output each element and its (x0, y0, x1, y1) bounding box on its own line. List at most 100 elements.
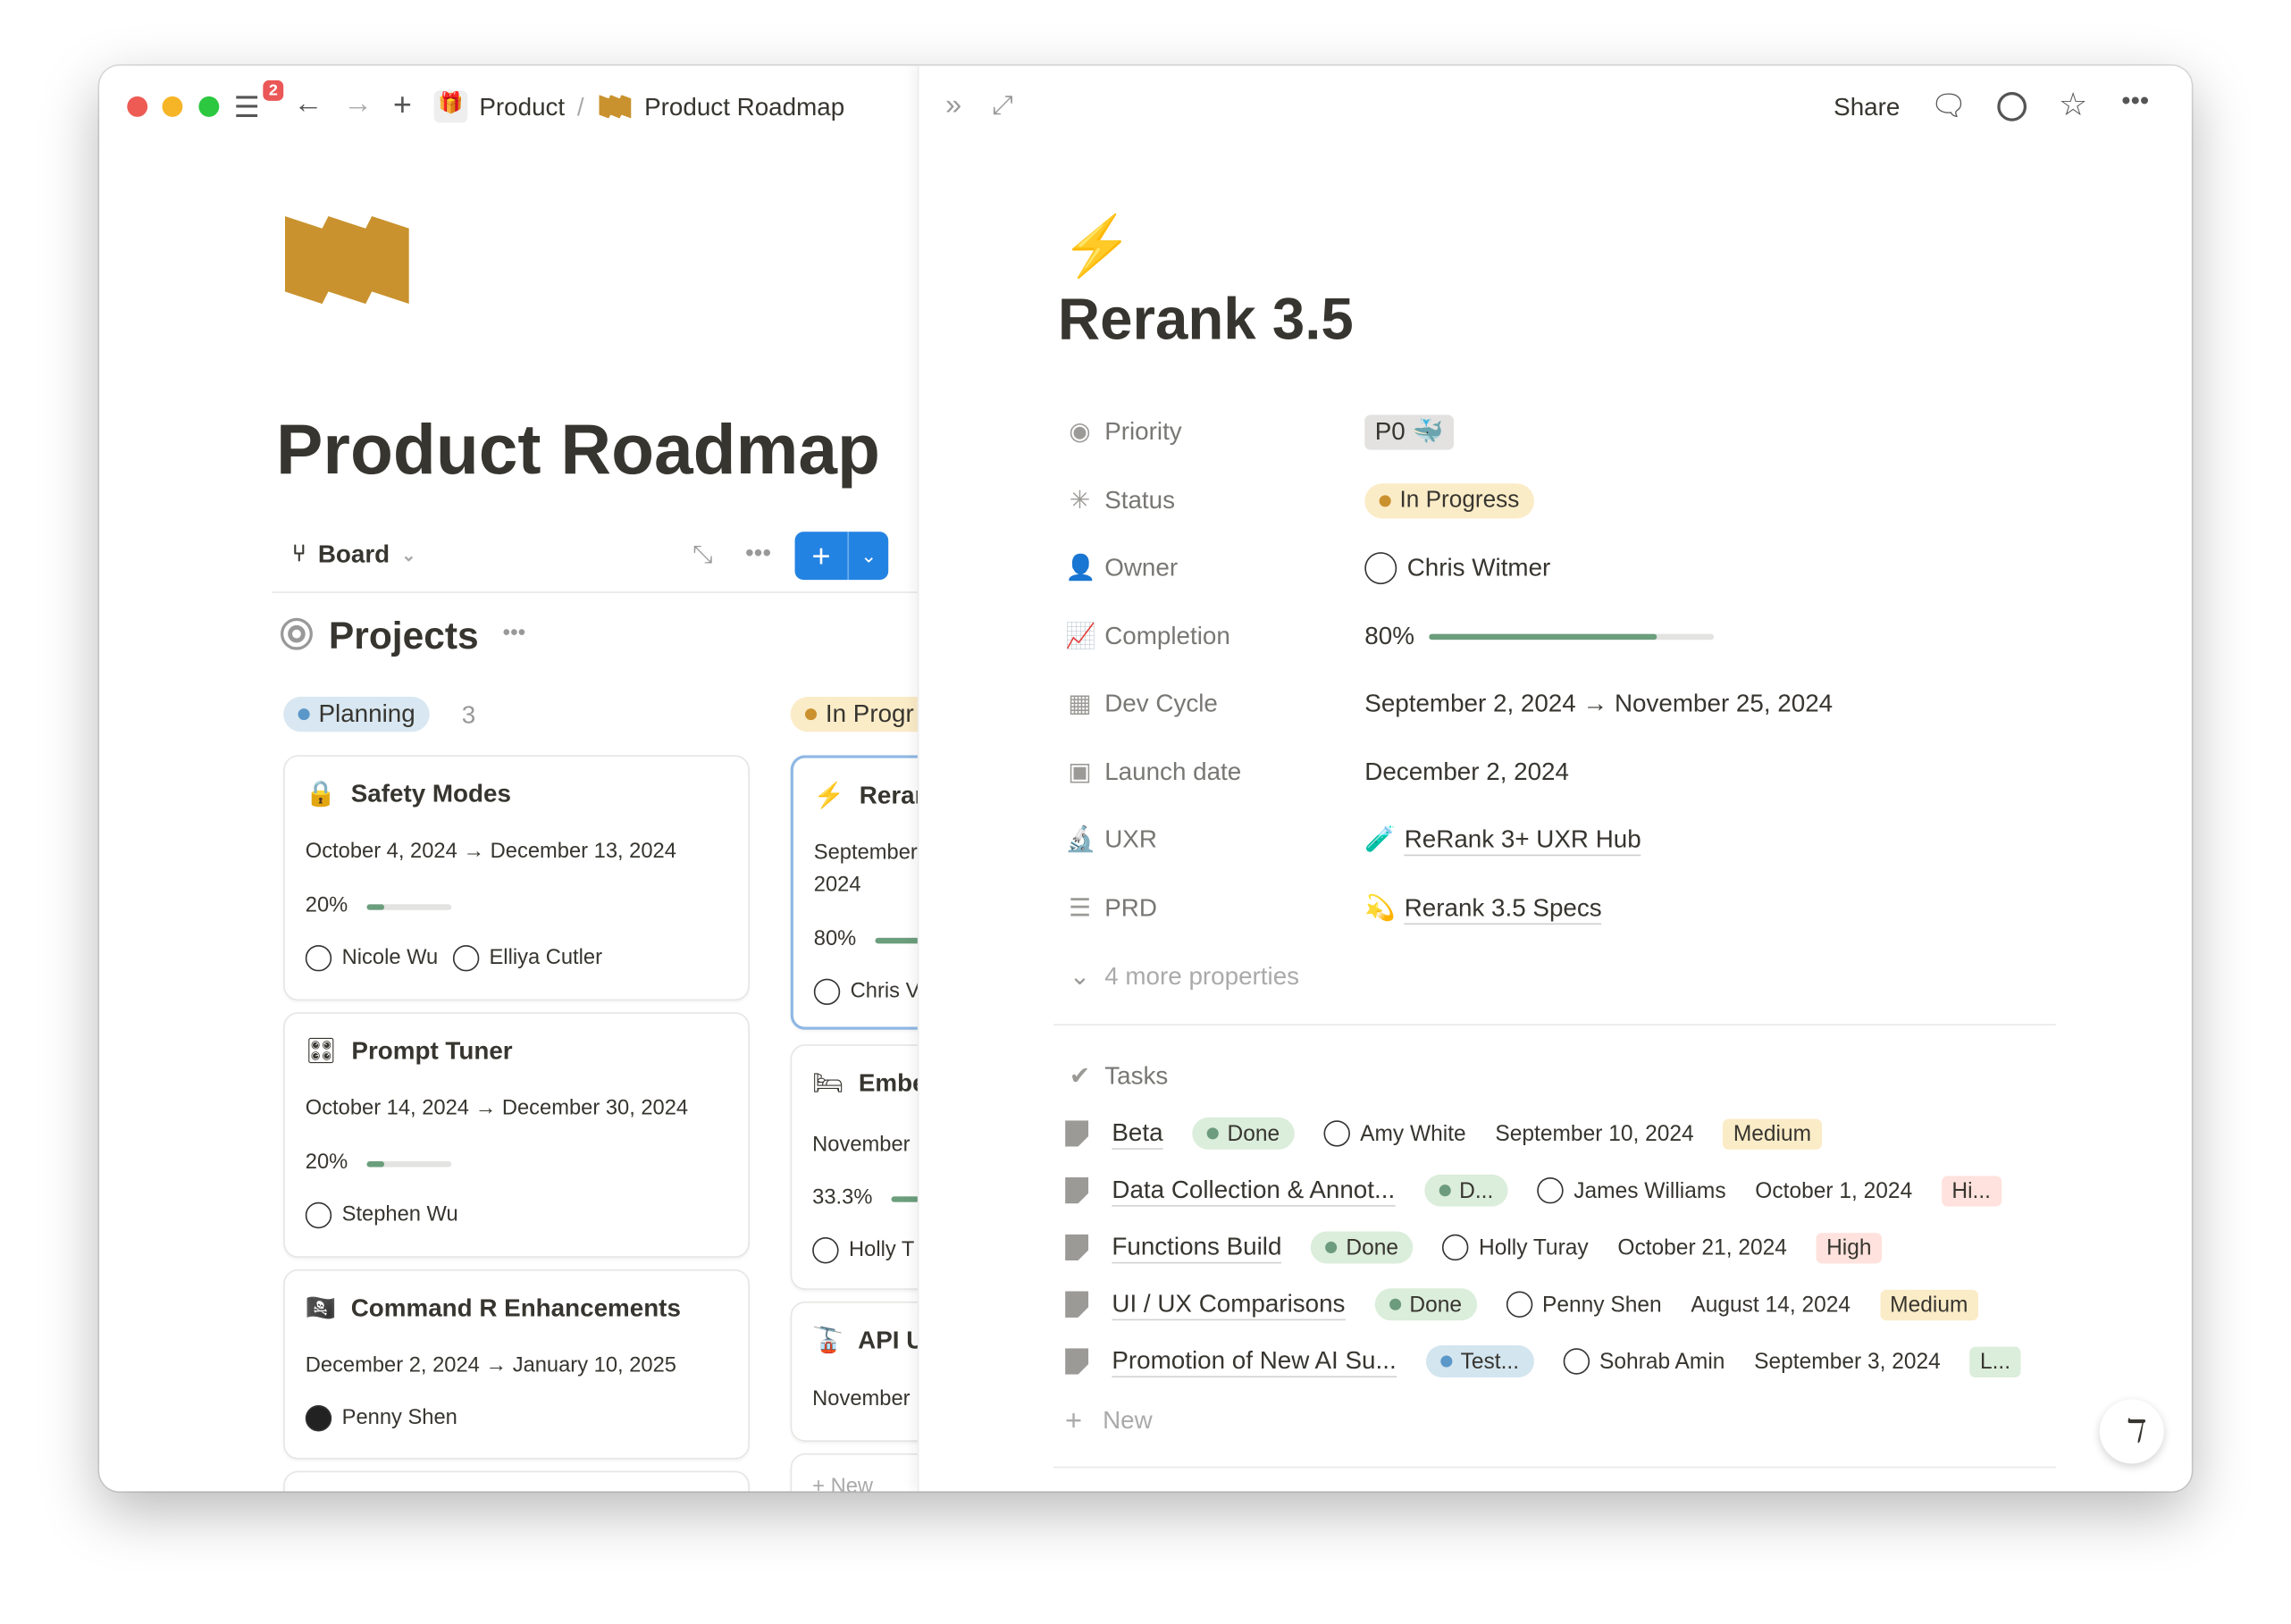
breadcrumb-product[interactable]: Product (479, 93, 566, 121)
task-row[interactable]: Data Collection & Annot... D... James Wi… (1065, 1170, 2001, 1211)
plus-icon: + (1065, 1404, 1083, 1437)
task-name[interactable]: Promotion of New AI Su... (1112, 1346, 1397, 1377)
board-view-label: Board (317, 540, 390, 569)
person-name: Holly T (849, 1238, 915, 1262)
task-row[interactable]: Functions Build Done Holly Turay October… (1065, 1227, 1882, 1268)
history-clock-icon[interactable] (1997, 92, 2027, 121)
task-assignee: James Williams (1573, 1177, 1726, 1203)
card-partial[interactable] (283, 1470, 750, 1492)
minimize-window-button[interactable] (162, 96, 183, 117)
task-status-text: Done (1227, 1121, 1280, 1146)
card-command-r[interactable]: 🏴‍☠️ Command R Enhancements December 2, 2… (283, 1268, 750, 1460)
task-priority[interactable]: Medium (1723, 1118, 1822, 1150)
more-properties-toggle[interactable]: ⌄ 4 more properties (1065, 955, 2088, 999)
property-prd[interactable]: ☰ PRD 💫 Rerank 3.5 Specs (1065, 887, 2088, 931)
star-icon[interactable]: ☆ (2058, 86, 2088, 123)
expand-icon[interactable]: ⤡ (692, 540, 713, 569)
left-pane: ☰ 2 ← → + 🎁 Product / Product Roadmap Pr… (99, 65, 1257, 1492)
test-tube-icon: 🧪 (1364, 825, 1396, 853)
property-dev-cycle[interactable]: ▦ Dev Cycle September 2, 2024 → November 2… (1065, 682, 2088, 726)
property-label: UXR (1104, 825, 1157, 853)
task-priority[interactable]: L... (1969, 1345, 2021, 1377)
more-properties-label: 4 more properties (1104, 962, 1300, 991)
card-prompt-tuner[interactable]: 🎛 Prompt Tuner October 14, 2024 → Decembe… (283, 1012, 750, 1258)
new-item-button[interactable]: + ⌄ (794, 532, 889, 581)
more-options-icon[interactable]: ••• (2121, 86, 2150, 116)
task-status[interactable]: Done (1311, 1231, 1414, 1264)
property-launch-date[interactable]: ▣ Launch date December 2, 2024 (1065, 750, 2088, 794)
card-dates: December 2, 2024 → January 10, 2025 (305, 1353, 676, 1377)
breadcrumb-product-roadmap[interactable]: Product Roadmap (644, 93, 845, 121)
page-icon (1065, 1176, 1089, 1204)
divider (1053, 1466, 2056, 1469)
task-priority[interactable]: Hi... (1941, 1175, 2001, 1206)
avatar (305, 1405, 332, 1432)
share-button[interactable]: Share (1834, 93, 1901, 121)
property-priority[interactable]: ◉ Priority P0 🐳 (1065, 410, 2088, 454)
comment-icon[interactable]: 🗨 (1930, 90, 1968, 123)
task-row[interactable]: Beta Done Amy White September 10, 2024 M… (1065, 1113, 1822, 1154)
more-options-icon[interactable]: ••• (744, 539, 772, 567)
priority-tag[interactable]: P0 🐳 (1364, 414, 1454, 450)
status-badge[interactable]: In Progress (1364, 483, 1534, 519)
task-date: August 14, 2024 (1691, 1292, 1851, 1318)
task-date: September 10, 2024 (1495, 1121, 1694, 1146)
task-status[interactable]: Test... (1425, 1345, 1534, 1377)
expand-icon[interactable]: ⤢ (992, 90, 1013, 121)
task-row[interactable]: Promotion of New AI Su... Test... Sohrab… (1065, 1341, 2021, 1382)
group-in-progress[interactable]: In Progr (790, 696, 929, 732)
property-label: Owner (1104, 553, 1179, 582)
avatar (813, 978, 841, 1006)
task-name[interactable]: UI / UX Comparisons (1112, 1289, 1346, 1320)
board-view-tab[interactable]: ⑂ Board ⌄ (292, 540, 416, 570)
task-status[interactable]: D... (1423, 1174, 1508, 1207)
section-more-icon[interactable]: ••• (502, 620, 526, 646)
card-safety-modes[interactable]: 🔒 Safety Modes October 4, 2024 → December… (283, 755, 750, 1001)
progress-fill (875, 937, 944, 944)
uxr-link[interactable]: ReRank 3+ UXR Hub (1404, 825, 1641, 856)
property-label: Dev Cycle (1104, 689, 1218, 717)
status-text: In Progress (1399, 488, 1520, 513)
task-status-text: Done (1346, 1235, 1399, 1260)
group-planning[interactable]: Planning (283, 696, 431, 732)
gift-icon: 🎁 (433, 90, 468, 123)
divider (1053, 1024, 2056, 1025)
new-tab-plus-icon[interactable]: + (392, 86, 412, 123)
card-dates: October 4, 2024 → December 13, 2024 (305, 840, 676, 864)
new-task-button[interactable]: + New (1065, 1401, 1153, 1442)
task-status-text: D... (1459, 1177, 1494, 1203)
task-name[interactable]: Data Collection & Annot... (1112, 1176, 1396, 1206)
task-status[interactable]: Done (1374, 1288, 1477, 1321)
chevron-down-icon[interactable]: ⌄ (860, 544, 877, 566)
collapse-panel-icon[interactable]: » (944, 88, 962, 121)
property-uxr[interactable]: 🔬 UXR 🧪 ReRank 3+ UXR Hub (1065, 818, 2088, 862)
task-row[interactable]: UI / UX Comparisons Done Penny Shen Augu… (1065, 1284, 1978, 1325)
sidebar-menu-icon[interactable]: ☰ (233, 92, 260, 124)
task-name[interactable]: Beta (1112, 1118, 1163, 1150)
help-ai-button[interactable]: ℸ (2099, 1399, 2164, 1464)
launch-date-value: December 2, 2024 (1364, 758, 1570, 786)
prd-link[interactable]: Rerank 3.5 Specs (1404, 893, 1602, 925)
task-priority[interactable]: Medium (1879, 1289, 1978, 1320)
card-title: Safety Modes (350, 780, 511, 808)
close-window-button[interactable] (127, 96, 148, 117)
back-arrow-icon[interactable]: ← (293, 88, 323, 121)
task-status[interactable]: Done (1192, 1117, 1295, 1150)
card-progress-bar (366, 1160, 452, 1168)
checklist-icon: ☰ (1068, 893, 1091, 922)
property-status[interactable]: ✳ Status In Progress (1065, 479, 2088, 523)
task-name[interactable]: Functions Build (1112, 1232, 1282, 1263)
task-priority[interactable]: High (1816, 1232, 1882, 1263)
avatar (305, 1201, 332, 1229)
breadcrumb-separator: / (576, 93, 584, 121)
completion-bar (1429, 633, 1715, 640)
maximize-window-button[interactable] (198, 96, 220, 117)
group-label: Planning (318, 699, 415, 728)
control-knobs-icon: 🎛 (305, 1036, 338, 1066)
tasks-header: ✔ Tasks (1065, 1055, 2088, 1099)
forward-arrow-icon[interactable]: → (343, 88, 373, 121)
card-people: Holly T (812, 1237, 915, 1264)
property-completion[interactable]: 📈 Completion 80% (1065, 615, 2088, 658)
card-progress-label: 33.3% (812, 1185, 873, 1210)
property-owner[interactable]: 👤 Owner Chris Witmer (1065, 547, 2088, 590)
